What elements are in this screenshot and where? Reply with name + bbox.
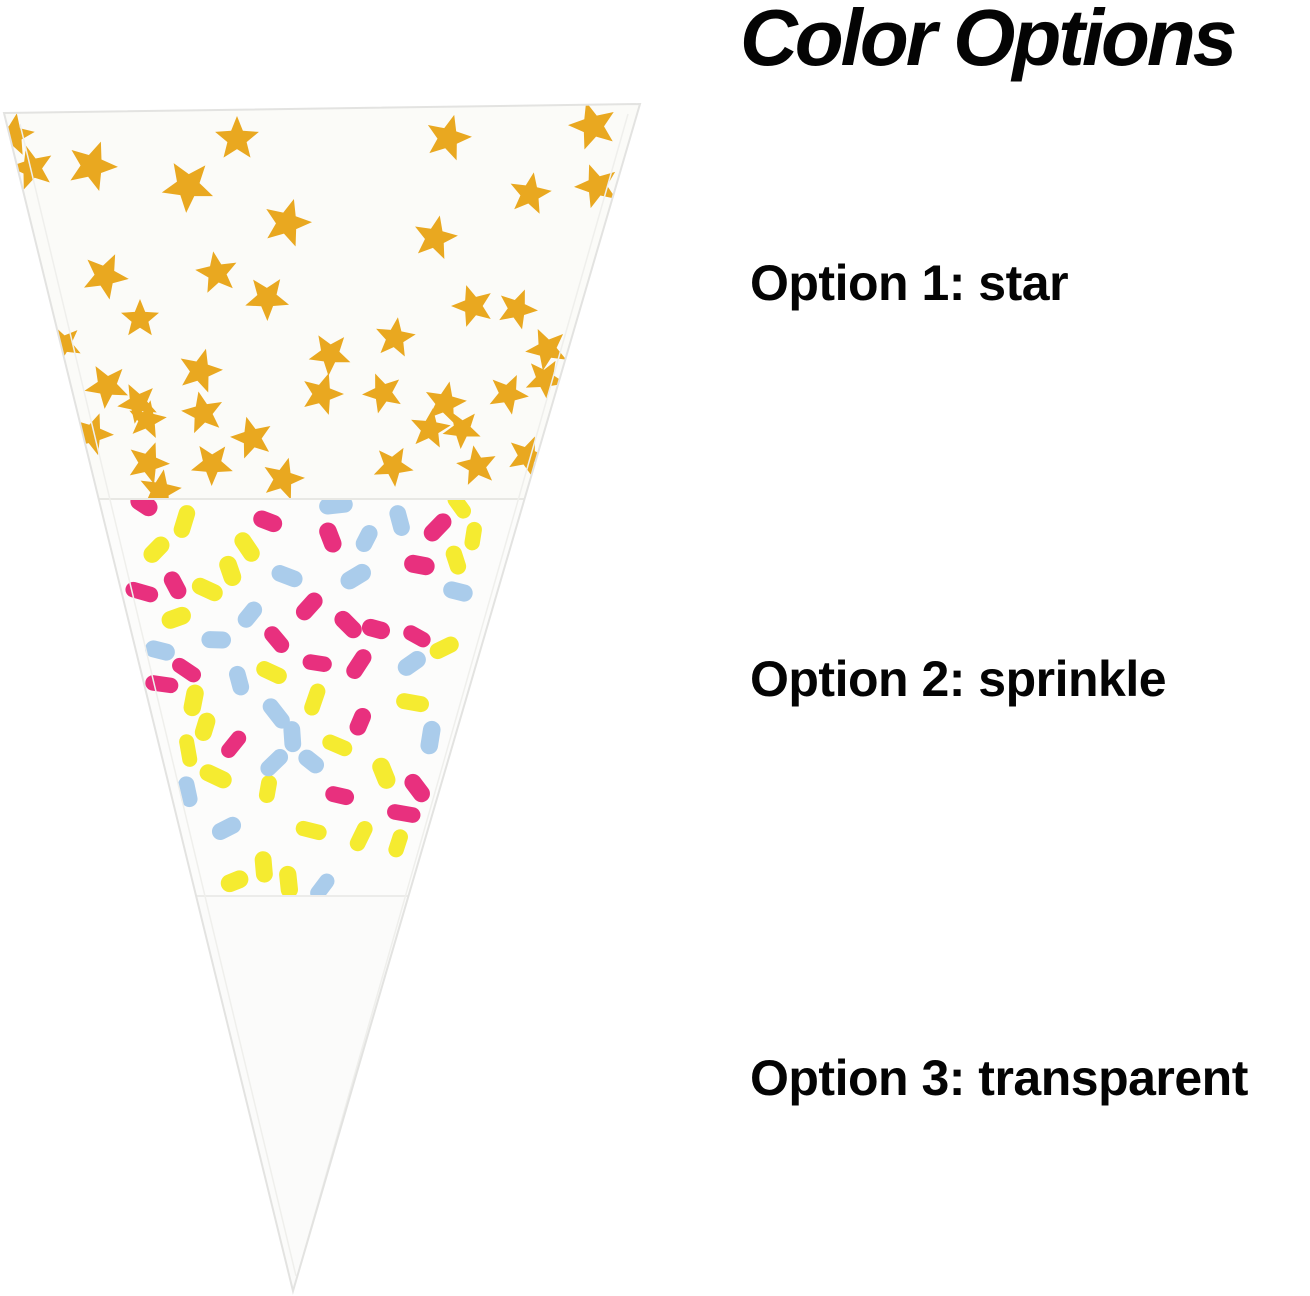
- cone-section-transparent: [4, 897, 640, 1291]
- cone-bag-image: [2, 102, 642, 1295]
- option-label-transparent: Option 3: transparent: [750, 1050, 1248, 1106]
- star-pattern: [4, 104, 617, 498]
- page-title: Color Options: [740, 0, 1237, 82]
- option-label-star: Option 1: star: [750, 255, 1069, 311]
- cone-section-sprinkle: [4, 500, 640, 897]
- cone-bag-shape: [4, 104, 640, 1291]
- option-label-sprinkle: Option 2: sprinkle: [750, 651, 1167, 707]
- sprinkle-pattern: [125, 500, 482, 895]
- cone-section-star: [4, 104, 640, 500]
